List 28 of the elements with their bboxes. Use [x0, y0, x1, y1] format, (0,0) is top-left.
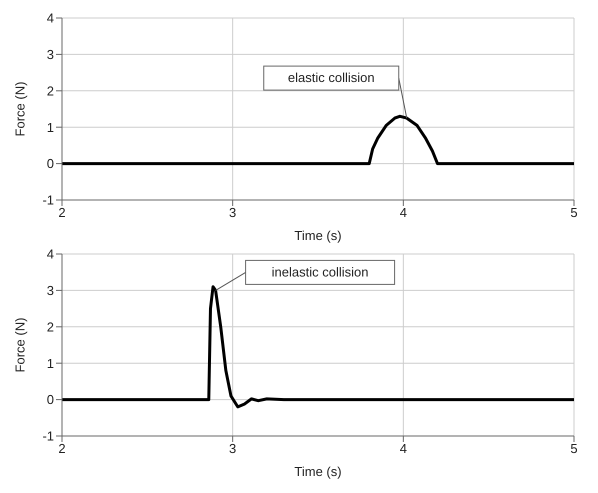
x-tick-label: 2	[58, 205, 66, 220]
y-tick-label: 1	[46, 356, 54, 371]
y-tick-label: 0	[46, 392, 54, 408]
y-tick-label: -1	[42, 192, 54, 208]
x-axis-title: Time (s)	[294, 464, 342, 479]
y-axis-title: Force (N)	[12, 318, 28, 372]
line-series	[62, 285, 574, 408]
y-tick-label: 2	[46, 319, 54, 334]
y-tick-label: 1	[46, 120, 54, 135]
y-tick-label: 2	[46, 83, 54, 98]
line-series	[62, 114, 574, 166]
x-tick-label: 2	[58, 441, 66, 456]
x-tick-label: 3	[229, 441, 236, 456]
x-axis-title: Time (s)	[294, 228, 342, 243]
x-tick-label: 5	[570, 441, 578, 456]
x-tick-label: 5	[570, 205, 578, 220]
y-tick-label: -1	[42, 428, 54, 444]
x-tick-label: 4	[400, 205, 407, 220]
annotation: elastic collision	[288, 70, 375, 86]
y-tick-label: 0	[46, 156, 54, 172]
y-tick-label: 4	[46, 246, 54, 262]
x-tick-label: 4	[400, 441, 407, 456]
y-tick-label: 3	[46, 283, 54, 298]
y-axis-title: Force (N)	[12, 82, 28, 136]
y-tick-label: 3	[46, 47, 54, 62]
y-tick-label: 4	[46, 10, 54, 26]
x-tick-label: 3	[229, 205, 236, 220]
annotation: inelastic collision	[272, 264, 369, 280]
